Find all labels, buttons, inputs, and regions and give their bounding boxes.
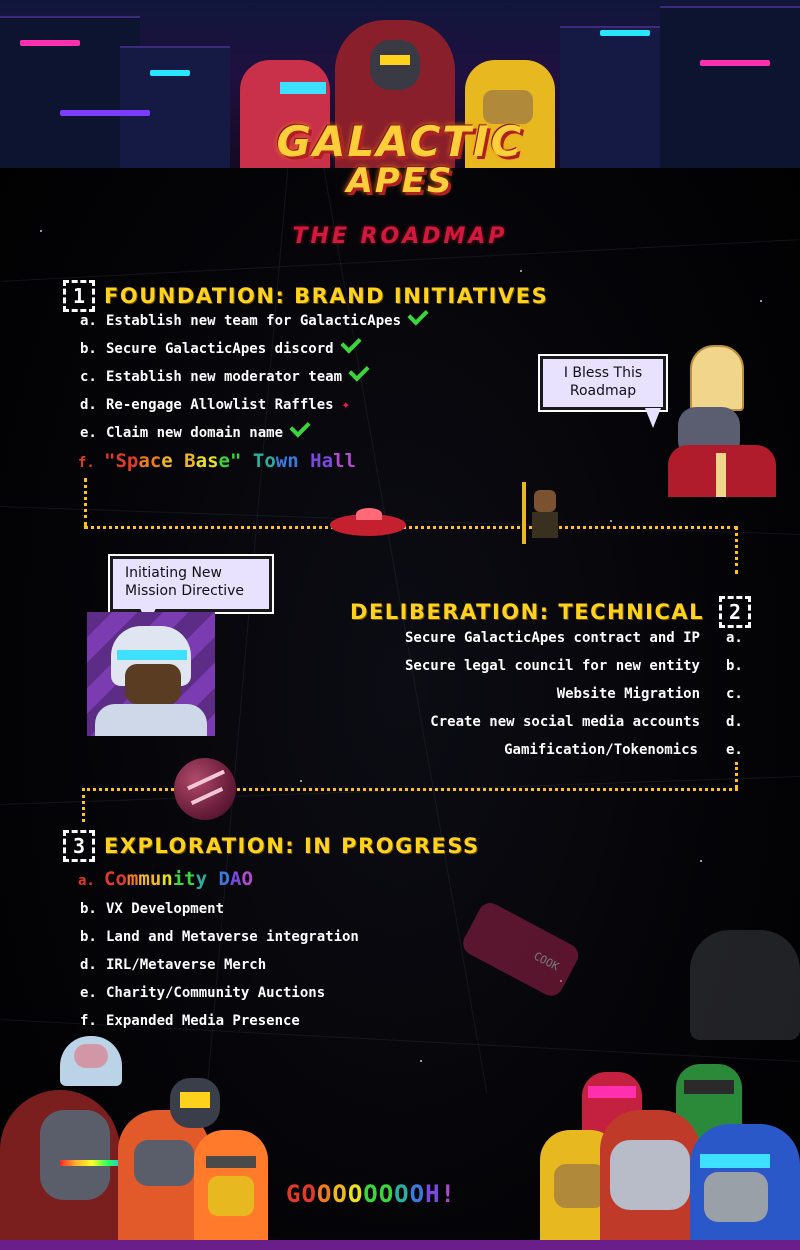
phase-2-number: 2 (719, 596, 751, 628)
pope-speech-bubble: I Bless This Roadmap (540, 356, 666, 410)
phase-1-title: FOUNDATION: BRAND INITIATIVES (104, 284, 549, 308)
phase-1-item-a: a. Establish new team for GalacticApes (80, 304, 429, 329)
check-icon (348, 360, 370, 382)
check-icon (339, 332, 362, 354)
roadmap-path-segment (84, 478, 87, 526)
roadmap-path-segment (84, 526, 738, 529)
roadmap-path-segment (82, 788, 85, 822)
phase-1-item-d: d. Re-engage Allowlist Raffles ✦ (80, 397, 351, 413)
galactic-apes-logo: GALACTIC APES (250, 120, 550, 210)
phase-2-item-a: Secure GalacticApes contract and IP (404, 630, 700, 646)
ape-left-character (240, 60, 330, 168)
roadmap-path-segment (735, 526, 738, 574)
phase-1-number: 1 (63, 280, 95, 312)
faded-ghost-ape (690, 930, 800, 1040)
phase-3-item-f: f. Expanded Media Presence (80, 1013, 300, 1029)
party-popper-icon: ✦ (341, 397, 351, 413)
header-cyberpunk-scene (0, 0, 800, 168)
bottom-bar (0, 1240, 800, 1250)
ape-center-character (335, 20, 455, 168)
goooh-text: GOOOOOOOOH! (286, 1180, 456, 1208)
phase-3-item-a: a. Community DAO (78, 868, 253, 890)
phase-2-item-c: Website Migration (556, 686, 700, 702)
astronaut-ape-portrait (87, 612, 215, 736)
phase-2-item-d: Create new social media accounts (430, 714, 700, 730)
phase-2-item-b: Secure legal council for new entity (404, 658, 700, 674)
phase-3-item-d: d. IRL/Metaverse Merch (80, 957, 267, 973)
roadmap-path-segment (82, 788, 738, 791)
phase-1-item-f: f. "Space Base" Town Hall (78, 450, 356, 472)
astronaut-speech-bubble: Initiating New Mission Directive (110, 556, 272, 612)
logo-line-apes: APES (346, 161, 454, 201)
faded-cook-ship: COOK (451, 881, 600, 1019)
phase-3-item-e: e. Charity/Community Auctions (80, 985, 326, 1001)
roadmap-title: THE ROADMAP (292, 224, 508, 249)
phase-1-item-c: c. Establish new moderator team (80, 360, 370, 385)
ape-right-character (465, 60, 555, 168)
phase-1-item-e: e. Claim new domain name (80, 416, 311, 441)
phase-2-title: DELIBERATION: TECHNICAL (350, 600, 704, 624)
phase-3-title: EXPLORATION: IN PROGRESS (104, 834, 480, 858)
phase-1-item-b: b. Secure GalacticApes discord (80, 332, 362, 357)
check-icon (289, 416, 311, 438)
phase-3-item-b: b. VX Development (80, 901, 225, 917)
phase-3-item-c: b. Land and Metaverse integration (80, 929, 359, 945)
roadmap-path-segment (735, 762, 738, 788)
planet-icon (174, 758, 236, 820)
logo-line-galactic: GALACTIC (276, 117, 524, 166)
phase-2-item-e: Gamification/Tokenomics (504, 742, 698, 758)
red-spaceship-icon (330, 508, 406, 536)
phase-3-number: 3 (63, 830, 95, 862)
pope-ape-character (668, 345, 776, 497)
staff-ape-character (518, 482, 564, 544)
